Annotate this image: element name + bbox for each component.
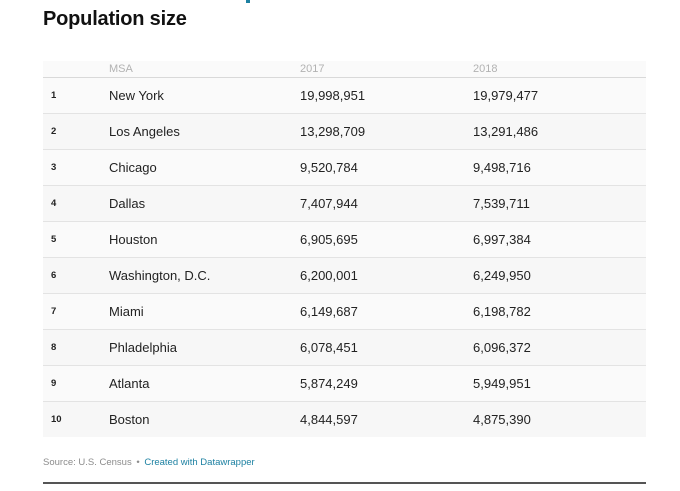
table-row: 3 Chicago 9,520,784 9,498,716: [43, 149, 646, 186]
rank-cell: 9: [43, 365, 109, 402]
table-row: 6 Washington, D.C. 6,200,001 6,249,950: [43, 257, 646, 294]
population-2017-cell: 13,298,709: [300, 113, 473, 150]
column-header-2017[interactable]: 2017: [300, 61, 473, 78]
msa-cell: New York: [109, 77, 300, 114]
table-row: 10 Boston 4,844,597 4,875,390: [43, 401, 646, 437]
rank-cell: 1: [43, 77, 109, 114]
chart-title: Population size: [43, 8, 187, 30]
table-row: 2 Los Angeles 13,298,709 13,291,486: [43, 113, 646, 150]
msa-cell: Miami: [109, 293, 300, 330]
population-2018-cell: 13,291,486: [473, 113, 646, 150]
bottom-divider: [43, 482, 646, 484]
table-row: 7 Miami 6,149,687 6,198,782: [43, 293, 646, 330]
table-header-row: MSA 2017 2018: [43, 61, 646, 78]
table-row: 8 Phladelphia 6,078,451 6,096,372: [43, 329, 646, 366]
rank-cell: 6: [43, 257, 109, 294]
table-row: 4 Dallas 7,407,944 7,539,711: [43, 185, 646, 222]
population-2017-cell: 7,407,944: [300, 185, 473, 222]
table-row: 5 Houston 6,905,695 6,997,384: [43, 221, 646, 258]
table-body: 1 New York 19,998,951 19,979,477 2 Los Angele…: [43, 77, 646, 437]
population-2018-cell: 9,498,716: [473, 149, 646, 186]
population-2017-cell: 5,874,249: [300, 365, 473, 402]
population-2017-cell: 9,520,784: [300, 149, 473, 186]
rank-cell: 10: [43, 401, 109, 437]
datawrapper-credit-link[interactable]: Created with Datawrapper: [144, 457, 255, 468]
population-2017-cell: 6,905,695: [300, 221, 473, 258]
population-2017-cell: 4,844,597: [300, 401, 473, 437]
rank-cell: 3: [43, 149, 109, 186]
msa-cell: Chicago: [109, 149, 300, 186]
population-2017-cell: 6,200,001: [300, 257, 473, 294]
rank-cell: 4: [43, 185, 109, 222]
rank-cell: 8: [43, 329, 109, 366]
chart-footer: Source: U.S. Census • Created with Dataw…: [43, 457, 255, 468]
population-2018-cell: 6,997,384: [473, 221, 646, 258]
population-2017-cell: 19,998,951: [300, 77, 473, 114]
column-header-2018[interactable]: 2018: [473, 61, 646, 78]
msa-cell: Los Angeles: [109, 113, 300, 150]
population-2018-cell: 6,096,372: [473, 329, 646, 366]
population-2018-cell: 19,979,477: [473, 77, 646, 114]
rank-cell: 5: [43, 221, 109, 258]
column-header-rank[interactable]: [43, 61, 109, 78]
source-note: Source: U.S. Census: [43, 457, 132, 468]
column-header-msa[interactable]: MSA: [109, 61, 300, 78]
population-2018-cell: 5,949,951: [473, 365, 646, 402]
msa-cell: Houston: [109, 221, 300, 258]
msa-cell: Boston: [109, 401, 300, 437]
rank-cell: 7: [43, 293, 109, 330]
msa-cell: Dallas: [109, 185, 300, 222]
rank-cell: 2: [43, 113, 109, 150]
population-table: MSA 2017 2018 1 New York 19,998,951 19,979,…: [43, 61, 646, 437]
msa-cell: Washington, D.C.: [109, 257, 300, 294]
table-row: 9 Atlanta 5,874,249 5,949,951: [43, 365, 646, 402]
cropped-link-fragment: [246, 0, 250, 3]
table-row: 1 New York 19,998,951 19,979,477: [43, 77, 646, 114]
population-2018-cell: 6,198,782: [473, 293, 646, 330]
msa-cell: Phladelphia: [109, 329, 300, 366]
population-2018-cell: 4,875,390: [473, 401, 646, 437]
population-2018-cell: 7,539,711: [473, 185, 646, 222]
population-2018-cell: 6,249,950: [473, 257, 646, 294]
population-2017-cell: 6,149,687: [300, 293, 473, 330]
msa-cell: Atlanta: [109, 365, 300, 402]
population-table-container: MSA 2017 2018 1 New York 19,998,951 19,979,…: [43, 61, 646, 437]
footer-separator: •: [136, 457, 140, 468]
population-2017-cell: 6,078,451: [300, 329, 473, 366]
